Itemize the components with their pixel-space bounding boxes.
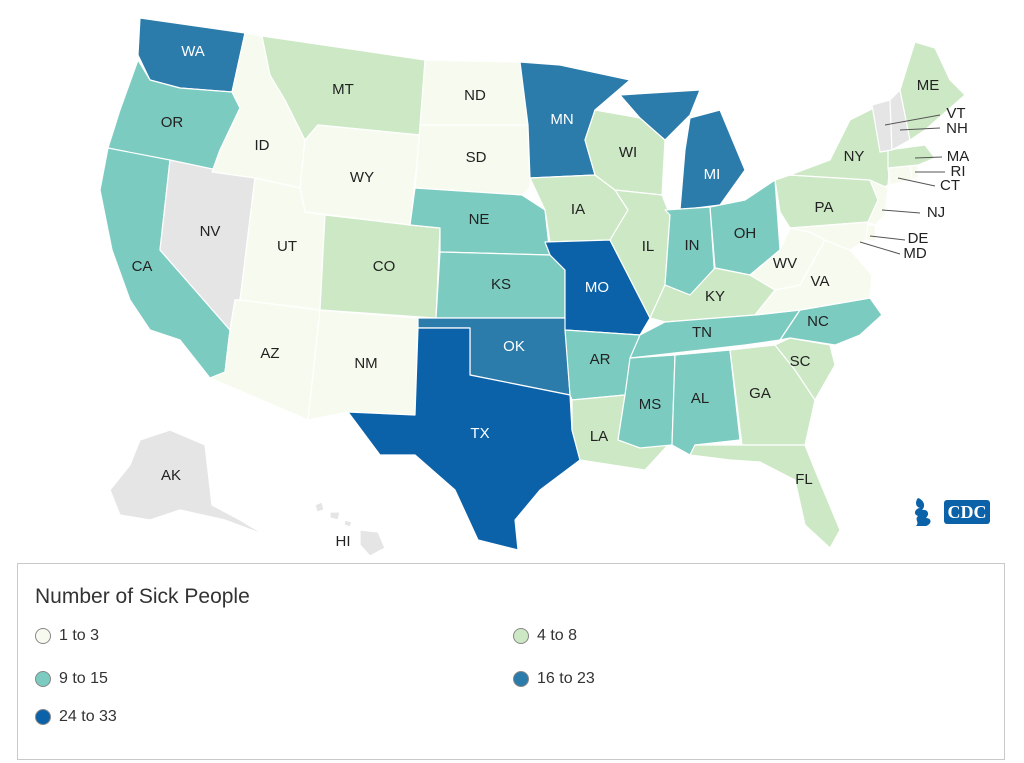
state-me[interactable] — [899, 41, 966, 141]
state-label-ny: NY — [844, 148, 865, 165]
leader-nh — [899, 127, 941, 131]
state-label-ky: KY — [705, 288, 725, 305]
leader-nj — [881, 209, 921, 214]
state-label-ma: MA — [947, 148, 970, 165]
leader-ct — [897, 177, 936, 187]
legend-item-4: 16 to 23 — [513, 670, 595, 688]
state-label-az: AZ — [260, 345, 279, 362]
leader-vt — [884, 114, 941, 126]
state-label-nm: NM — [354, 355, 377, 372]
leader-ma — [914, 156, 943, 159]
state-label-nd: ND — [464, 87, 486, 104]
cdc-logo: CDC — [914, 498, 990, 526]
legend-label-4: 16 to 23 — [537, 670, 595, 687]
state-label-ne: NE — [469, 211, 490, 228]
state-label-sd: SD — [466, 149, 487, 166]
us-map: WA OR CA NV ID MT WY UT AZ CO NM ND SD NE KS OK TX MN IA MO… — [99, 17, 970, 557]
state-label-mn: MN — [550, 111, 573, 128]
state-fl[interactable] — [689, 444, 841, 549]
state-hi[interactable] — [314, 501, 386, 557]
legend-swatch-1 — [35, 628, 51, 644]
state-label-wa: WA — [181, 43, 205, 60]
state-label-ut: UT — [277, 238, 297, 255]
state-label-la: LA — [590, 428, 608, 445]
state-label-ct: CT — [940, 177, 960, 194]
legend-swatch-3 — [35, 671, 51, 687]
state-label-nj: NJ — [927, 204, 945, 221]
state-label-id: ID — [255, 137, 270, 154]
leader-md — [859, 241, 901, 255]
state-label-ca: CA — [132, 258, 153, 275]
legend-swatch-5 — [35, 709, 51, 725]
state-label-va: VA — [811, 273, 830, 290]
state-label-mi: MI — [704, 166, 721, 183]
state-label-wi: WI — [619, 144, 637, 161]
state-label-ia: IA — [571, 201, 585, 218]
state-label-tx: TX — [470, 425, 489, 442]
state-label-hi: HI — [336, 533, 351, 550]
leader-de — [869, 235, 906, 241]
state-tx[interactable] — [347, 327, 581, 551]
state-label-me: ME — [917, 77, 940, 94]
state-label-sc: SC — [790, 353, 811, 370]
cdc-logo-box — [944, 500, 990, 524]
state-co[interactable] — [319, 214, 441, 319]
legend: Number of Sick People 1 to 3 4 to 8 9 to… — [17, 563, 1005, 760]
legend-label-3: 9 to 15 — [59, 670, 108, 687]
state-label-ri: RI — [951, 163, 966, 180]
state-md[interactable] — [789, 221, 869, 251]
state-ak[interactable] — [109, 429, 266, 536]
state-label-nv: NV — [200, 223, 221, 240]
state-label-or: OR — [161, 114, 184, 131]
state-label-in: IN — [685, 237, 700, 254]
legend-swatch-2 — [513, 628, 529, 644]
state-label-il: IL — [642, 238, 655, 255]
state-label-co: CO — [373, 258, 396, 275]
state-label-md: MD — [903, 245, 926, 262]
legend-swatch-4 — [513, 671, 529, 687]
state-sd[interactable] — [414, 124, 531, 196]
legend-label-5: 24 to 33 — [59, 708, 117, 725]
hhs-eagle-icon — [914, 498, 931, 526]
legend-label-2: 4 to 8 — [537, 627, 578, 644]
state-label-de: DE — [908, 230, 929, 247]
state-label-ok: OK — [503, 338, 525, 355]
legend-label-1: 1 to 3 — [59, 627, 100, 644]
state-label-nc: NC — [807, 313, 829, 330]
legend-item-3: 9 to 15 — [35, 670, 108, 688]
state-label-ak: AK — [161, 467, 181, 484]
state-label-nh: NH — [946, 120, 968, 137]
state-label-ga: GA — [749, 385, 771, 402]
state-label-oh: OH — [734, 225, 757, 242]
legend-item-5: 24 to 33 — [35, 708, 117, 726]
state-label-mt: MT — [332, 81, 354, 98]
state-label-ms: MS — [639, 396, 662, 413]
legend-item-1: 1 to 3 — [35, 627, 99, 645]
state-ma[interactable] — [887, 144, 936, 169]
state-label-wy: WY — [350, 169, 374, 186]
state-label-ar: AR — [590, 351, 611, 368]
cdc-logo-text: CDC — [948, 502, 987, 522]
legend-item-2: 4 to 8 — [513, 627, 577, 645]
state-label-ks: KS — [491, 276, 511, 293]
state-label-fl: FL — [795, 471, 813, 488]
legend-title: Number of Sick People — [35, 585, 250, 608]
state-label-al: AL — [691, 390, 709, 407]
state-label-vt: VT — [946, 105, 965, 122]
state-label-pa: PA — [815, 199, 834, 216]
state-label-tn: TN — [692, 324, 712, 341]
state-label-wv: WV — [773, 255, 797, 272]
state-label-mo: MO — [585, 279, 609, 296]
